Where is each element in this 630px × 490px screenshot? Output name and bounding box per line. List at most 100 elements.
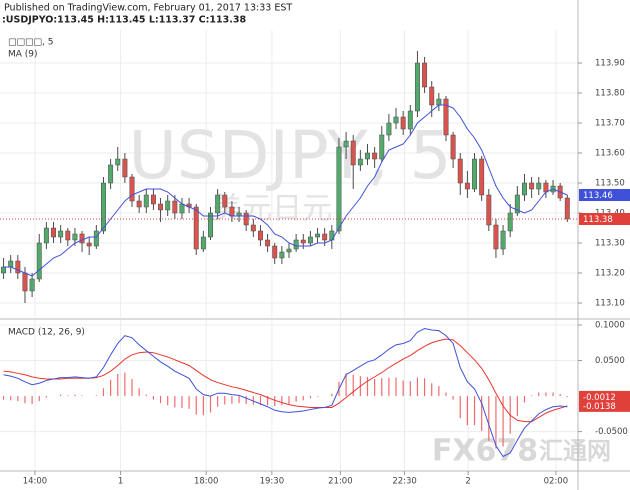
y-tick-label: 0.1000 xyxy=(595,320,625,330)
candle-body xyxy=(129,176,135,202)
candle-body xyxy=(564,197,570,220)
candle-body xyxy=(357,158,363,166)
candle-body xyxy=(400,116,406,130)
candle-body xyxy=(479,158,485,196)
x-tick-label: 02:00 xyxy=(544,477,569,487)
candle-body xyxy=(65,230,71,241)
candle-body xyxy=(507,212,513,232)
candle-body xyxy=(343,140,349,148)
x-tick-label: 14:00 xyxy=(23,477,48,487)
candle-body xyxy=(108,164,114,184)
candle-body xyxy=(379,134,385,160)
candle-body xyxy=(457,158,463,184)
y-tick-label: 113.20 xyxy=(595,269,625,279)
candle-body xyxy=(386,122,392,136)
price-tag-label: 113.46 xyxy=(583,191,613,201)
candle-body xyxy=(158,203,164,211)
candle-body xyxy=(93,230,99,247)
candle-body xyxy=(250,224,256,232)
candle-body xyxy=(450,134,456,160)
candle-body xyxy=(422,62,428,88)
candle-body xyxy=(300,239,306,244)
price-tag-label: -0.0012 xyxy=(583,393,616,403)
candle-body xyxy=(500,230,506,250)
y-tick-label: 113.90 xyxy=(595,59,625,69)
candle-body xyxy=(329,230,335,241)
candle-body xyxy=(536,182,542,190)
x-tick-label: 2 xyxy=(465,477,470,487)
candle-body xyxy=(36,242,42,280)
candle-body xyxy=(51,227,56,238)
candle-body xyxy=(307,236,313,244)
candle-body xyxy=(200,236,206,250)
signal-line xyxy=(3,338,568,423)
series-label: □□□□, 5 xyxy=(8,38,53,48)
candle-body xyxy=(1,266,7,274)
price-tag xyxy=(579,213,630,225)
quote: :USDJPYO:113.45 H:113.45 L:113.37 C:113.… xyxy=(2,15,246,26)
candle-body xyxy=(522,182,527,196)
candle-body xyxy=(29,278,35,292)
price-tag-label: -0.0138 xyxy=(583,402,616,412)
x-tick-label: 18:00 xyxy=(194,477,219,487)
candle-body xyxy=(414,62,420,112)
candle-body xyxy=(122,158,128,178)
candle-body xyxy=(350,140,356,166)
y-tick-label: 0.0500 xyxy=(595,356,625,366)
candle-body xyxy=(15,260,21,274)
x-tick-label: 22:30 xyxy=(392,477,417,487)
candle-body xyxy=(193,206,199,250)
y-tick-label: 113.50 xyxy=(595,179,625,189)
candle-body xyxy=(43,227,49,244)
candle-body xyxy=(150,194,156,205)
candle-body xyxy=(136,200,142,208)
candle-body xyxy=(222,194,228,208)
candle-body xyxy=(322,233,328,241)
ma-line xyxy=(3,104,568,277)
candle-body xyxy=(79,233,85,244)
candle-body xyxy=(472,158,477,190)
candle-body xyxy=(429,86,435,106)
candle-body xyxy=(286,248,292,253)
y-tick-label: 113.70 xyxy=(595,119,625,129)
y-tick-label: 113.10 xyxy=(595,299,625,309)
candle-body xyxy=(365,152,370,160)
candle-body xyxy=(464,182,470,190)
candle-body xyxy=(436,98,442,106)
price-tag xyxy=(579,399,630,412)
candle-body xyxy=(86,242,92,247)
candle-body xyxy=(22,272,28,292)
candle-body xyxy=(529,182,535,190)
logo: FX678 xyxy=(432,434,538,469)
y-tick-label: -0.0500 xyxy=(595,427,628,437)
candle-body xyxy=(265,239,271,247)
x-tick-label: 1 xyxy=(118,477,123,487)
header-title: Published on TradingView.com, February 0… xyxy=(4,3,292,14)
macd-line xyxy=(3,328,568,458)
candle-body xyxy=(315,233,321,238)
candle-body xyxy=(172,200,178,214)
macd-title: MACD (12, 26, 9) xyxy=(8,328,85,338)
candle-body xyxy=(165,200,171,211)
grid xyxy=(0,30,578,470)
candle-body xyxy=(493,224,499,250)
candle-body xyxy=(215,194,221,214)
watermark: USDJPY, 5 xyxy=(128,117,451,194)
candle-body xyxy=(208,212,213,238)
candle-body xyxy=(279,251,285,259)
y-tick-label: 113.60 xyxy=(595,149,625,159)
candle-body xyxy=(514,194,520,214)
candle-body xyxy=(143,194,149,208)
candle-body xyxy=(101,182,106,232)
candle-body xyxy=(272,245,278,259)
candle-body xyxy=(72,233,78,241)
price-tag-label: 113.38 xyxy=(583,215,613,225)
candle-body xyxy=(229,206,235,217)
x-tick-label: 21:00 xyxy=(328,477,353,487)
candle-body xyxy=(336,146,342,232)
candle-body xyxy=(179,203,185,214)
y-tick-label: 113.30 xyxy=(595,239,625,249)
candle-body xyxy=(407,110,413,130)
candle-body xyxy=(293,239,299,250)
